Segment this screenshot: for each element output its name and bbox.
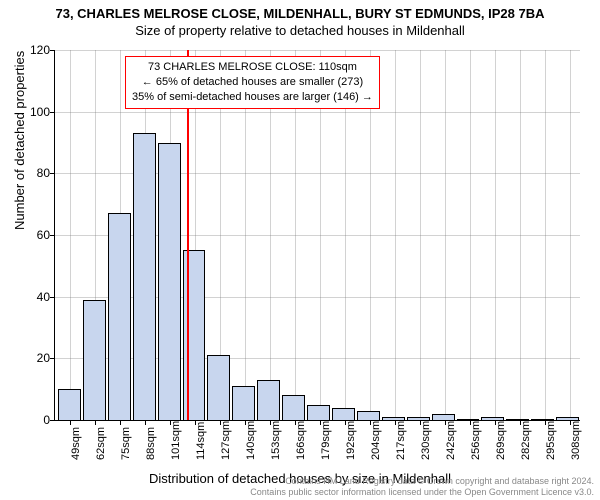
y-tick-label: 100 [20,105,50,119]
page-subtitle: Size of property relative to detached ho… [0,21,600,38]
histogram-bar [183,250,206,420]
y-tick-label: 80 [20,166,50,180]
histogram-bar [282,395,305,420]
annotation-line-2: ← 65% of detached houses are smaller (27… [132,75,373,90]
y-tick-label: 60 [20,228,50,242]
histogram-bar [257,380,280,420]
page-title: 73, CHARLES MELROSE CLOSE, MILDENHALL, B… [0,0,600,21]
histogram-bar [207,355,230,420]
annotation-box: 73 CHARLES MELROSE CLOSE: 110sqm ← 65% o… [125,56,380,109]
histogram-bar [357,411,380,420]
histogram-bar [133,133,156,420]
y-tick-label: 0 [20,413,50,427]
y-axis-label: Number of detached properties [12,51,27,230]
histogram-bar [108,213,131,420]
histogram-bar [158,143,181,421]
histogram-bar [58,389,81,420]
histogram-bar [83,300,106,420]
footer-line-2: Contains public sector information licen… [250,487,594,498]
histogram-bar [232,386,255,420]
histogram-plot: 020406080100120 49sqm62sqm75sqm88sqm101s… [55,50,580,420]
y-tick-label: 40 [20,290,50,304]
histogram-bar [307,405,330,420]
annotation-line-1: 73 CHARLES MELROSE CLOSE: 110sqm [132,60,373,75]
histogram-bar [332,408,355,420]
y-tick-label: 120 [20,43,50,57]
footer-line-1: Contains HM Land Registry data © Crown c… [250,476,594,487]
y-tick-label: 20 [20,351,50,365]
annotation-line-3: 35% of semi-detached houses are larger (… [132,90,373,105]
footer-attribution: Contains HM Land Registry data © Crown c… [250,476,594,498]
